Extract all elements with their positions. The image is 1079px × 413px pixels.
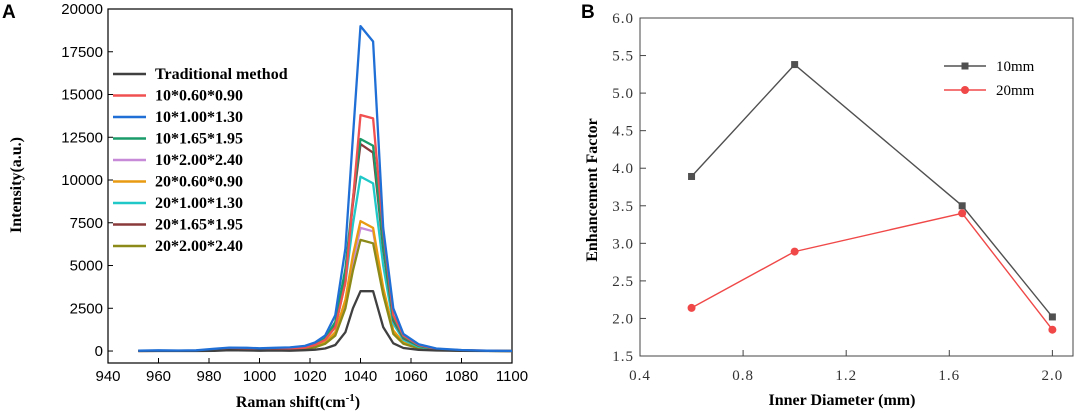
legend-marker <box>961 86 969 94</box>
legend-label: 20*1.00*1.30 <box>155 195 243 212</box>
x-tick-label: 0.4 <box>629 368 651 384</box>
y-tick-label: 5000 <box>70 258 103 275</box>
x-tick-label: 980 <box>196 368 221 385</box>
series-line-2 <box>138 24 513 353</box>
y-tick-label: 12500 <box>61 129 103 146</box>
y-tick-label: 3.5 <box>612 199 634 215</box>
y-tick-label: 10000 <box>61 172 103 189</box>
y-tick-label: 5.0 <box>612 86 634 102</box>
y-tick-label: 2.0 <box>612 311 634 327</box>
data-point <box>791 61 799 69</box>
panel-a-y-axis-label: Intensity(a.u.) <box>8 137 25 233</box>
y-tick-label: 3.0 <box>612 236 634 252</box>
x-tick-label: 960 <box>146 368 171 385</box>
y-tick-label: 6.0 <box>612 11 634 27</box>
y-tick-label: 4.0 <box>612 161 634 177</box>
data-point <box>1048 325 1057 334</box>
y-tick-label: 2500 <box>70 300 103 317</box>
data-point <box>958 209 967 218</box>
panel-a-x-axis-label: Raman shift(cm-1) <box>236 392 360 411</box>
y-tick-label: 20000 <box>61 1 103 18</box>
panel-b-plot-frame <box>639 17 1074 357</box>
y-tick-label: 7500 <box>70 215 103 232</box>
legend-label: 20*2.00*2.40 <box>155 238 243 255</box>
panel-b-legend: 10mm 20mm <box>944 59 1035 99</box>
panel-b-x-axis-label: Inner Diameter (mm) <box>769 392 916 409</box>
legend-label: Traditional method <box>155 66 288 83</box>
data-point <box>958 202 966 210</box>
data-point <box>688 172 696 180</box>
panel-a-ticks: 940 960 980 1000 1020 1040 1060 1080 1100 0 2500 50… <box>61 1 528 385</box>
y-tick-label: 1.5 <box>612 349 634 365</box>
x-tick-label: 2.0 <box>1042 368 1064 384</box>
x-tick-label: 1000 <box>243 368 276 385</box>
legend-label: 10*1.65*1.95 <box>155 131 243 148</box>
x-tick-label: 1080 <box>445 368 478 385</box>
legend-label: 10*2.00*2.40 <box>155 152 243 169</box>
panel-a-letter: A <box>2 2 16 23</box>
y-tick-label: 5.5 <box>612 49 634 65</box>
x-label-end: ) <box>355 394 360 411</box>
legend-marker <box>961 62 969 70</box>
x-tick-label: 940 <box>95 368 120 385</box>
data-point <box>1048 313 1056 321</box>
x-tick-label: 1.2 <box>835 368 857 384</box>
panel-b-letter: B <box>581 2 595 23</box>
y-tick-label: 15000 <box>61 87 103 104</box>
panel-a: A 940 960 980 1000 1020 1040 1060 1080 1100 0 2500… <box>2 1 528 411</box>
series-line-10mm <box>690 63 1053 318</box>
y-tick-label: 17500 <box>61 44 103 61</box>
x-tick-label: 1060 <box>394 368 427 385</box>
x-tick-label: 1100 <box>496 368 528 385</box>
legend-label: 20*1.65*1.95 <box>155 217 243 234</box>
panel-b-ticks: 0.4 0.8 1.2 1.6 2.0 1.5 2.0 2.5 3.0 3.5 4.0 4.5 5.0 5… <box>612 11 1064 384</box>
panel-b: B 0.4 0.8 1.2 1.6 2.0 1.5 2.0 2.5 3.0 3.5 4.0 4.5 5.… <box>581 2 1074 409</box>
legend-label: 20*0.60*0.90 <box>155 174 243 191</box>
x-label-superscript: -1 <box>346 392 355 404</box>
legend-label: 20mm <box>996 83 1035 99</box>
x-tick-label: 1020 <box>293 368 326 385</box>
panel-a-legend: Traditional method 10*0.60*0.90 10*1.00*1.… <box>113 66 288 255</box>
legend-label: 10*1.00*1.30 <box>155 109 243 126</box>
y-tick-label: 0 <box>95 343 103 360</box>
x-tick-label: 0.8 <box>732 368 754 384</box>
data-point <box>687 303 696 312</box>
panel-a-series <box>138 24 513 353</box>
x-tick-label: 1040 <box>344 368 377 385</box>
series-line-20mm <box>691 212 1053 331</box>
data-point <box>790 247 799 256</box>
legend-label: 10mm <box>996 59 1035 75</box>
legend-label: 10*0.60*0.90 <box>155 88 243 105</box>
y-tick-label: 4.5 <box>612 124 634 140</box>
x-tick-label: 1.6 <box>938 368 960 384</box>
y-tick-label: 2.5 <box>612 274 634 290</box>
panel-b-y-axis-label: Enhancement Factor <box>584 118 601 262</box>
series-line-0 <box>138 290 512 353</box>
panel-b-series <box>687 61 1057 334</box>
x-label-main: Raman shift(cm <box>236 394 346 411</box>
